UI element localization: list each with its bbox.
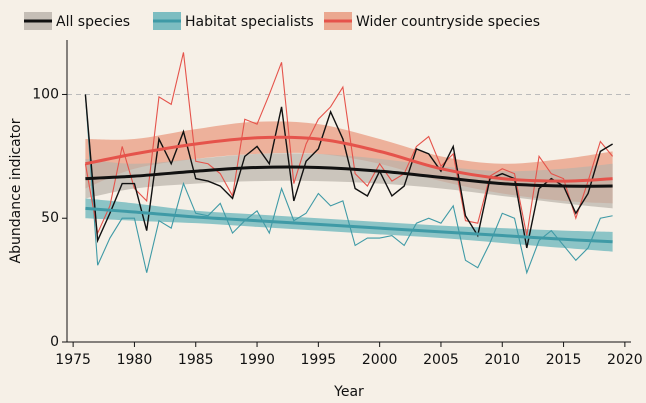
y-axis-label: Abundance indicator (8, 118, 24, 263)
trend-line (85, 165, 613, 188)
x-tick-label: 1990 (239, 352, 275, 368)
annual-line (84, 94, 613, 275)
trend-line (85, 206, 613, 244)
x-tick-label: 2015 (546, 352, 582, 368)
y-tick-label: 100 (32, 86, 59, 102)
x-tick-label: 2020 (607, 352, 643, 368)
x-tick-label: 1995 (301, 352, 337, 368)
legend-label: Wider countryside species (356, 14, 540, 30)
confidence-band (85, 153, 613, 209)
x-axis-label: Year (333, 384, 364, 400)
x-tick-label: 1980 (117, 352, 153, 368)
y-tick-label: 50 (41, 210, 59, 226)
x-tick-label: 1985 (178, 352, 214, 368)
x-tick-label: 1975 (55, 352, 91, 368)
trend-line (85, 135, 613, 183)
legend-label: Habitat specialists (185, 14, 314, 30)
legend-label: All species (56, 14, 130, 30)
x-tick-label: 2000 (362, 352, 398, 368)
x-tick-label: 2010 (484, 352, 520, 368)
y-tick-label: 0 (50, 334, 59, 350)
x-tick-label: 2005 (423, 352, 459, 368)
annual-line (84, 52, 614, 236)
